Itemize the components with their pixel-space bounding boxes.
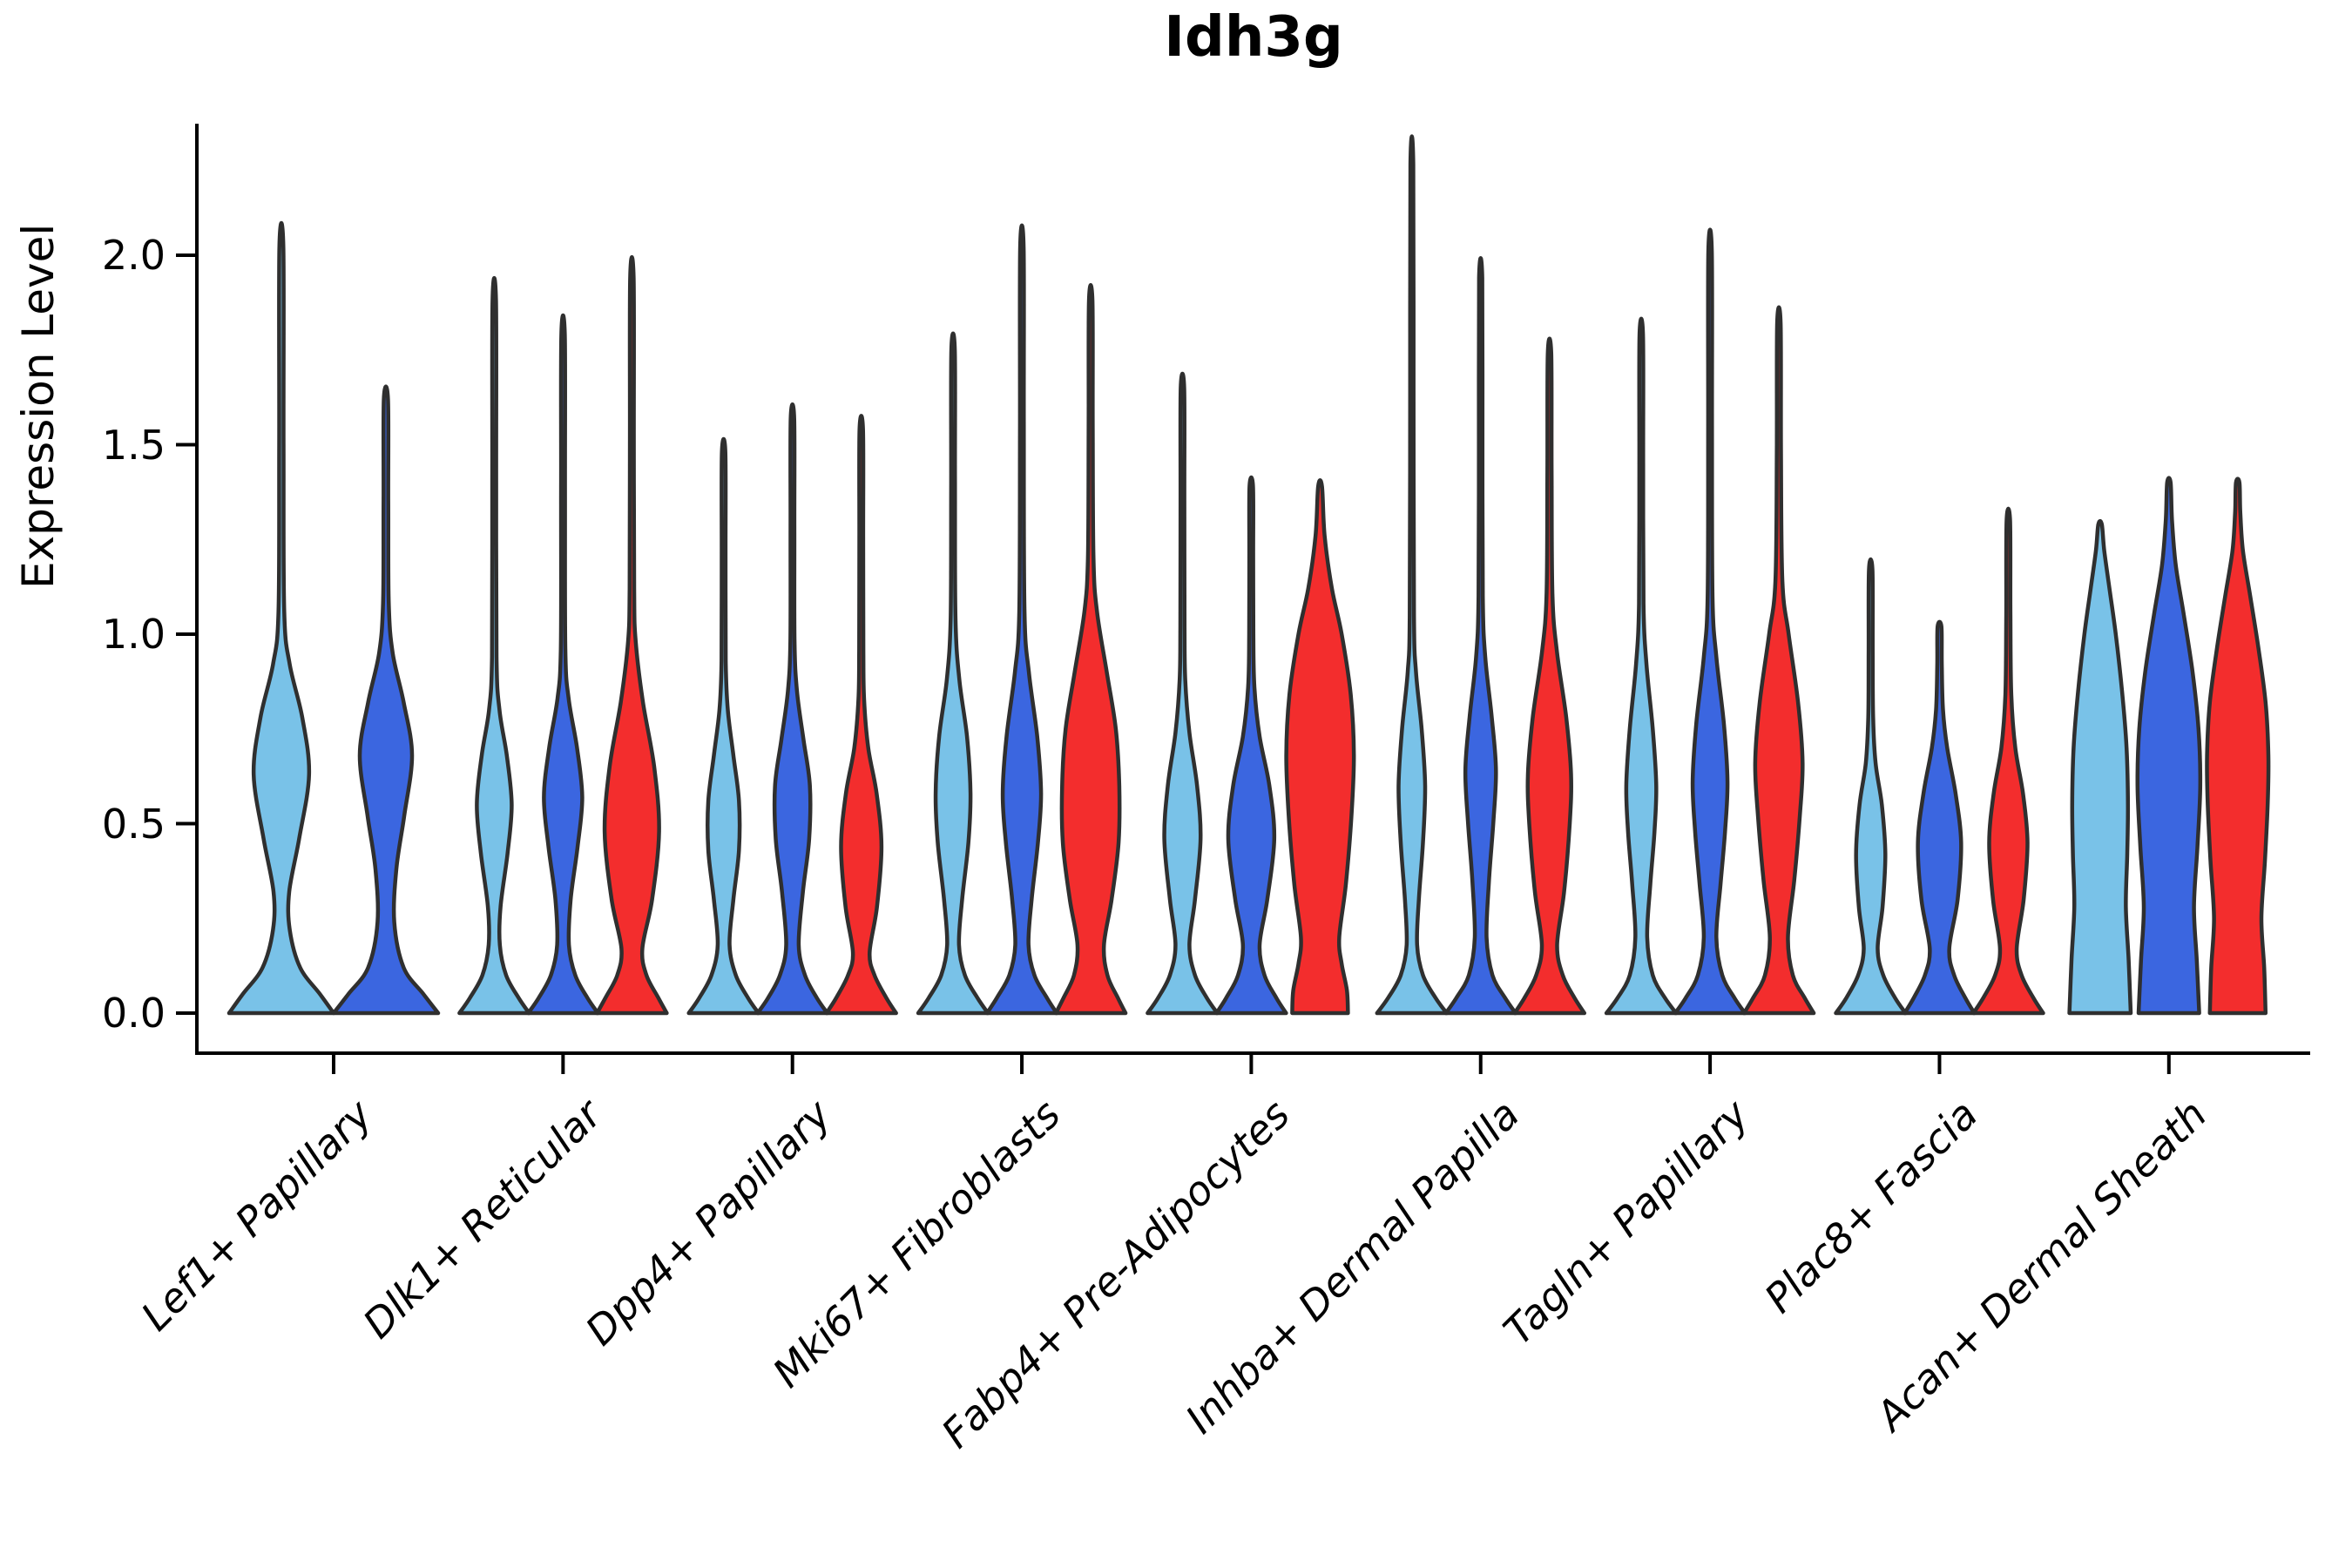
violin-dlk1-reticular-light_blue (457, 276, 531, 1016)
violin-dpp4-papillary-dark_blue (755, 402, 829, 1016)
violin-inhba-dermal-papilla-red (1512, 336, 1587, 1016)
violin-tagln-papillary-red (1741, 305, 1816, 1016)
violin-tagln-papillary-dark_blue (1673, 227, 1747, 1016)
violin-acan-dermal-sheath-dark_blue (2135, 476, 2203, 1016)
y-tick-label-0.5: 0.5 (101, 800, 166, 848)
violin-lef1-papillary-light_blue (226, 221, 336, 1016)
violin-plac8-fascia-dark_blue (1903, 619, 1977, 1016)
chart-title: Idh3g (1164, 5, 1343, 70)
violin-tagln-papillary-light_blue (1604, 316, 1679, 1016)
violin-lef1-papillary-dark_blue (331, 384, 441, 1016)
violin-acan-dermal-sheath-light_blue (2067, 518, 2133, 1016)
violin-inhba-dermal-papilla-dark_blue (1443, 256, 1518, 1016)
violin-dpp4-papillary-light_blue (686, 436, 760, 1016)
violin-fabp4-pre-adipocytes-dark_blue (1214, 475, 1288, 1016)
violin-inhba-dermal-papilla-light_blue (1375, 134, 1450, 1016)
violin-fabp4-pre-adipocytes-red (1284, 478, 1356, 1016)
violin-mki67-fibroblasts-red (1053, 283, 1128, 1016)
violin-dlk1-reticular-dark_blue (526, 313, 600, 1016)
y-tick-label-1.0: 1.0 (101, 611, 166, 658)
y-tick-label-2.0: 2.0 (101, 232, 166, 279)
violin-mki67-fibroblasts-light_blue (916, 331, 990, 1016)
violin-dlk1-reticular-red (595, 255, 669, 1016)
violin-acan-dermal-sheath-red (2205, 476, 2271, 1016)
violin-plac8-fascia-red (1971, 506, 2045, 1016)
violin-mki67-fibroblasts-dark_blue (984, 223, 1059, 1016)
violin-fabp4-pre-adipocytes-light_blue (1146, 371, 1220, 1016)
y-tick-label-1.5: 1.5 (101, 421, 166, 469)
violin-dpp4-papillary-red (824, 414, 898, 1016)
y-tick-label-0.0: 0.0 (101, 990, 166, 1037)
violin-plac8-fascia-light_blue (1834, 557, 1908, 1016)
